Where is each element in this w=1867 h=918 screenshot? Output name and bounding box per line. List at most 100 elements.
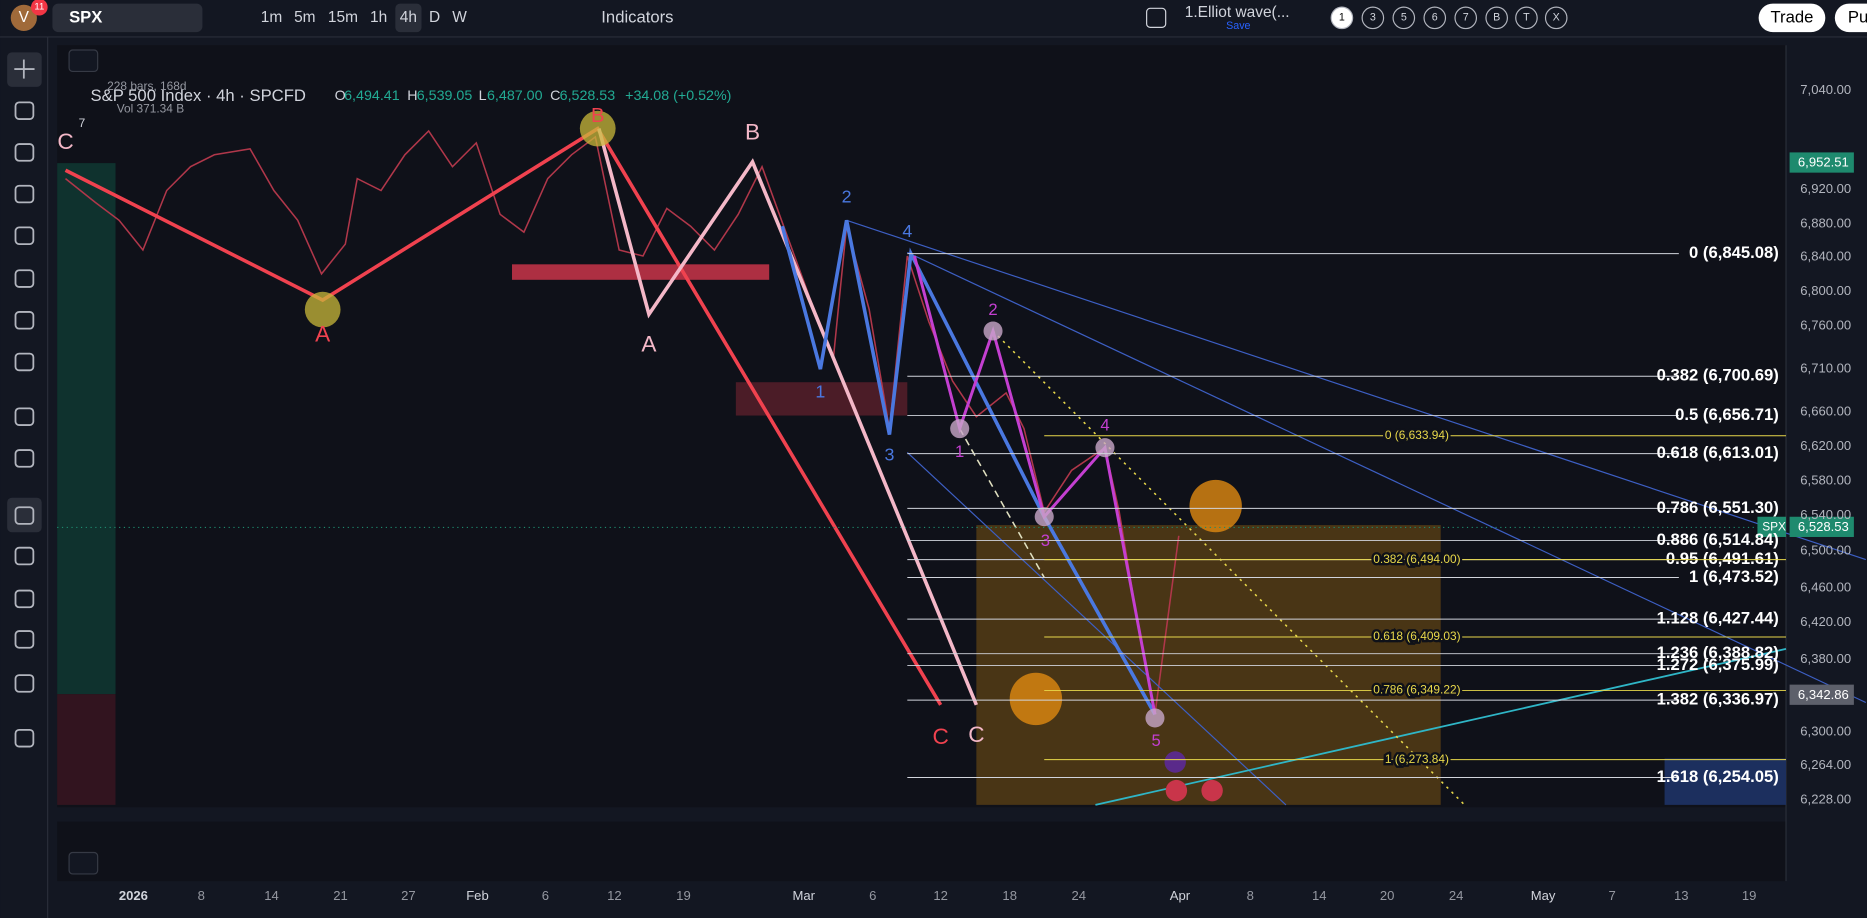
price-tag-label: 6,342.86 bbox=[1798, 687, 1849, 702]
band bbox=[57, 163, 116, 695]
degree-button[interactable] bbox=[1361, 6, 1385, 30]
layout-icon[interactable] bbox=[1146, 7, 1167, 28]
target bbox=[1189, 479, 1242, 533]
publish-label: Pu bbox=[1848, 7, 1867, 26]
bars-count: 228 bars, 168d bbox=[107, 79, 186, 93]
trade-label: Trade bbox=[1771, 7, 1814, 26]
price-tick: 7,040.00 bbox=[1800, 82, 1851, 97]
tool-icon[interactable] bbox=[14, 184, 35, 204]
tool-icon[interactable] bbox=[14, 546, 35, 566]
pivot bbox=[1034, 507, 1054, 527]
interval[interactable]: W bbox=[452, 9, 467, 26]
wave-label: 1 bbox=[815, 382, 825, 402]
degree-button[interactable] bbox=[1544, 6, 1568, 30]
zone bbox=[512, 264, 770, 280]
time-tick: 6 bbox=[542, 888, 549, 903]
tool-icon[interactable] bbox=[14, 311, 35, 330]
fib-label: 1.618 (6,254.05) bbox=[1657, 767, 1779, 786]
trade-button[interactable] bbox=[1758, 3, 1826, 33]
interval[interactable]: 1h bbox=[370, 9, 387, 26]
price-tick: 6,800.00 bbox=[1800, 283, 1851, 298]
event-icon[interactable] bbox=[1165, 779, 1188, 802]
collapse-button[interactable] bbox=[68, 49, 99, 73]
wave-label: B bbox=[591, 105, 605, 127]
chart-area bbox=[57, 45, 1787, 808]
time-tick: 19 bbox=[1742, 888, 1757, 903]
price-tag bbox=[1757, 516, 1787, 537]
tool-active[interactable] bbox=[7, 497, 42, 533]
legend-value: 6,494.41 bbox=[344, 88, 400, 104]
target bbox=[1009, 672, 1063, 726]
fib-label: 0.618 (6,613.01) bbox=[1657, 443, 1779, 462]
price-tick: 6,840.00 bbox=[1800, 249, 1851, 264]
degree-label: 1 bbox=[1339, 12, 1345, 24]
tool-icon[interactable] bbox=[14, 226, 35, 245]
degree-button[interactable] bbox=[1330, 6, 1354, 30]
tool-icon[interactable] bbox=[14, 407, 35, 426]
symbol-search[interactable] bbox=[52, 3, 203, 33]
active-interval[interactable] bbox=[395, 3, 422, 33]
degree-button[interactable] bbox=[1423, 6, 1447, 30]
channel bbox=[906, 452, 1287, 806]
interval[interactable]: 1m bbox=[261, 9, 283, 26]
pivot bbox=[304, 291, 341, 328]
price-tag-label: 6,952.51 bbox=[1798, 155, 1849, 170]
degree-button[interactable] bbox=[1515, 6, 1538, 30]
badge bbox=[30, 0, 48, 16]
avatar[interactable] bbox=[10, 4, 37, 31]
price-tick: 6,300.00 bbox=[1800, 724, 1851, 739]
tool-icon[interactable] bbox=[14, 352, 35, 372]
interval[interactable]: D bbox=[429, 9, 440, 26]
price-tick: 6,580.00 bbox=[1800, 472, 1851, 487]
tool-icon[interactable] bbox=[14, 449, 35, 468]
legend-collapse: 7 bbox=[79, 116, 86, 130]
publish-button[interactable] bbox=[1834, 3, 1867, 33]
time-tick: 20 bbox=[1380, 888, 1395, 903]
tool-icon[interactable] bbox=[14, 589, 35, 609]
degree-label: 6 bbox=[1432, 12, 1438, 24]
symbol: SPX bbox=[69, 7, 102, 26]
tool-icon[interactable] bbox=[14, 674, 35, 693]
pivot bbox=[983, 321, 1003, 341]
pivot bbox=[579, 110, 616, 147]
degree-button[interactable] bbox=[1454, 6, 1478, 30]
degree-button[interactable] bbox=[1392, 6, 1416, 30]
price-path bbox=[65, 129, 1180, 715]
time-tick: 14 bbox=[264, 888, 279, 903]
time-tick: 19 bbox=[676, 888, 691, 903]
tool-icon[interactable] bbox=[14, 506, 35, 525]
time-tick: 6 bbox=[869, 888, 876, 903]
wave-label: 5 bbox=[1152, 731, 1161, 750]
price-tick: 6,660.00 bbox=[1800, 403, 1851, 418]
layout-name[interactable]: 1.Elliot wave(... bbox=[1185, 4, 1290, 21]
collapse-button[interactable] bbox=[68, 851, 99, 875]
target-box bbox=[976, 525, 1441, 805]
wave-label: B bbox=[745, 119, 760, 144]
avatar-letter: V bbox=[19, 9, 30, 26]
tool-icon[interactable] bbox=[14, 269, 35, 288]
badge-count: 11 bbox=[34, 2, 44, 13]
time-tick: 13 bbox=[1674, 888, 1689, 903]
indicators-button[interactable]: Indicators bbox=[601, 7, 673, 26]
fib-label: 1 (6,473.52) bbox=[1689, 567, 1779, 586]
fib-label: 1 (6,273.84) bbox=[1385, 752, 1449, 766]
event-icon[interactable] bbox=[1201, 779, 1223, 802]
fib-label: 0.886 (6,514.84) bbox=[1657, 530, 1779, 549]
interval[interactable]: 4h bbox=[400, 9, 417, 26]
time-tick: Mar bbox=[792, 888, 815, 903]
time-tick: Apr bbox=[1170, 888, 1191, 903]
tool-icon[interactable] bbox=[14, 101, 35, 120]
tool-icon[interactable] bbox=[14, 630, 35, 649]
event-icon[interactable] bbox=[1164, 751, 1186, 773]
wave-label: 3 bbox=[1041, 531, 1050, 550]
fib-label: 0.382 (6,494.00) bbox=[1373, 552, 1460, 566]
tool-icon[interactable] bbox=[14, 143, 35, 162]
degree-button[interactable] bbox=[1485, 6, 1508, 30]
wave-purple bbox=[913, 255, 1157, 715]
wave-label: A bbox=[315, 322, 331, 347]
tool-icon[interactable] bbox=[14, 728, 35, 748]
interval[interactable]: 15m bbox=[328, 9, 358, 26]
fib-label: 0.5 (6,656.71) bbox=[1675, 405, 1779, 424]
time-tick: 24 bbox=[1449, 888, 1464, 903]
interval[interactable]: 5m bbox=[294, 9, 316, 26]
